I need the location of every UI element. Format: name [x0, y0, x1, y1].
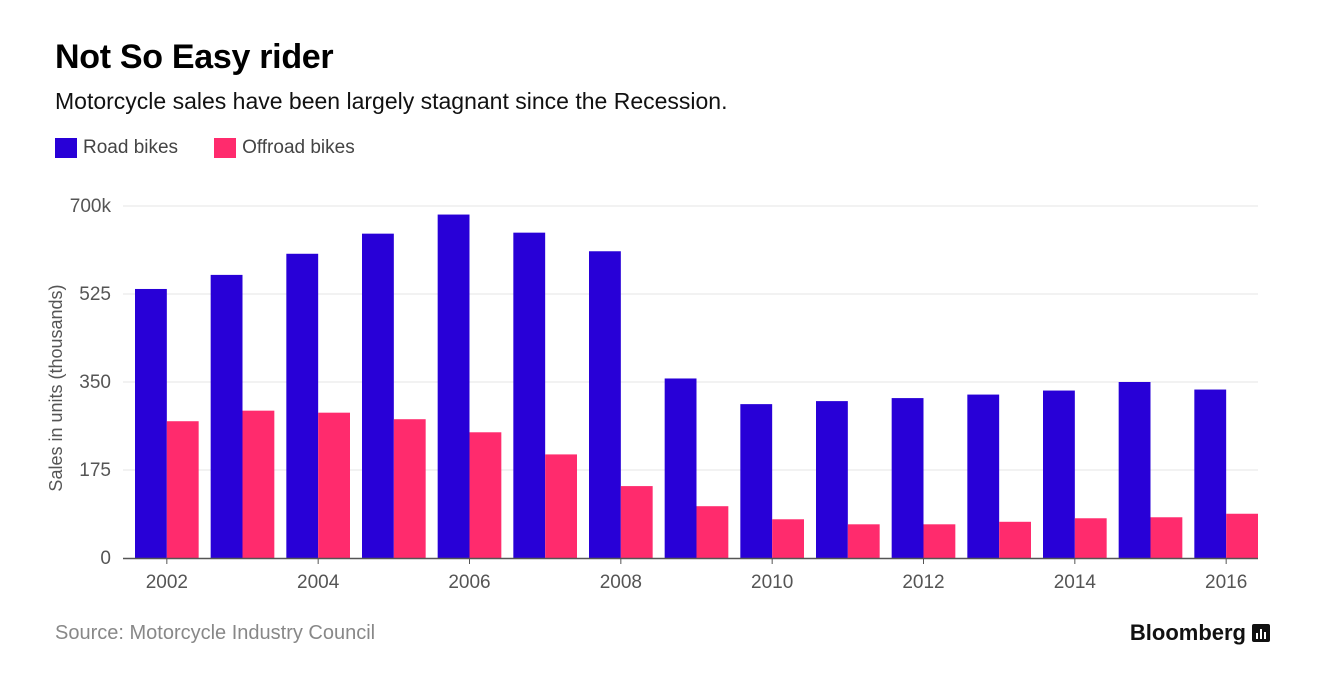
chart-title: Not So Easy rider	[55, 38, 334, 76]
bar-offroad-2003	[242, 410, 275, 558]
bar-road-2009	[664, 378, 697, 558]
y-tick-label: 350	[79, 372, 111, 393]
x-tick-label: 2008	[600, 572, 642, 593]
bar-offroad-2004	[318, 412, 350, 558]
bar-road-2005	[362, 233, 394, 558]
legend-swatch-offroad-bikes	[214, 138, 237, 158]
x-tick-label: 2010	[751, 572, 793, 593]
bar-offroad-2006	[469, 432, 502, 558]
y-tick-label: 525	[79, 284, 111, 305]
source-note: Source: Motorcycle Industry Council	[55, 622, 376, 644]
bar-road-2016	[1194, 389, 1227, 558]
bar-road-2011	[816, 401, 848, 558]
x-tick-label: 2002	[146, 572, 188, 593]
bar-road-2008	[589, 251, 621, 558]
bar-offroad-2016	[1226, 513, 1258, 558]
y-tick-label: 0	[100, 548, 111, 569]
bar-road-2004	[286, 253, 319, 558]
legend-label-offroad-bikes: Offroad bikes	[242, 137, 355, 158]
x-tick-label: 2016	[1205, 572, 1247, 593]
x-tick-label: 2014	[1054, 572, 1097, 593]
x-tick-label: 2006	[448, 572, 490, 593]
y-tick-label: 700k	[70, 196, 112, 217]
legend-item-road-bikes: Road bikes	[55, 137, 178, 159]
legend-label-road-bikes: Road bikes	[83, 137, 179, 158]
bar-offroad-2015	[1150, 517, 1183, 558]
bar-road-2003	[210, 274, 243, 558]
bar-road-2010	[740, 404, 773, 558]
bar-offroad-2007	[545, 454, 577, 558]
bar-offroad-2005	[393, 419, 426, 558]
bar-offroad-2010	[772, 519, 804, 558]
bar-road-2014	[1043, 390, 1075, 558]
x-tick-label: 2004	[297, 572, 340, 593]
bar-offroad-2011	[847, 524, 880, 558]
x-tick-label: 2012	[902, 572, 944, 593]
bar-chart: 0 175 350 525 700k Sales in units (thousands)…	[46, 196, 1258, 593]
y-axis-label: Sales in units (thousands)	[46, 284, 66, 491]
bar-road-2015	[1118, 382, 1151, 558]
bar-offroad-2008	[620, 486, 653, 558]
legend-item-offroad-bikes: Offroad bikes	[214, 137, 355, 159]
bar-road-2002	[135, 288, 167, 558]
brand-logo: Bloomberg	[1130, 620, 1270, 646]
bar-road-2007	[513, 232, 546, 558]
chart-subtitle: Motorcycle sales have been largely stagn…	[55, 88, 728, 114]
bar-road-2006	[437, 214, 470, 558]
brand-name: Bloomberg	[1129, 620, 1246, 645]
bar-offroad-2002	[166, 421, 199, 558]
bar-road-2013	[967, 394, 1000, 558]
bar-offroad-2009	[696, 506, 729, 558]
bloomberg-chart-icon	[1252, 624, 1270, 642]
bar-offroad-2013	[999, 521, 1031, 558]
legend: Road bikes Offroad bikes	[55, 137, 355, 159]
bar-offroad-2012	[923, 524, 956, 558]
legend-swatch-road-bikes	[55, 138, 77, 158]
bar-offroad-2014	[1074, 518, 1107, 558]
bar-road-2012	[891, 398, 924, 558]
y-tick-label: 175	[79, 460, 111, 481]
